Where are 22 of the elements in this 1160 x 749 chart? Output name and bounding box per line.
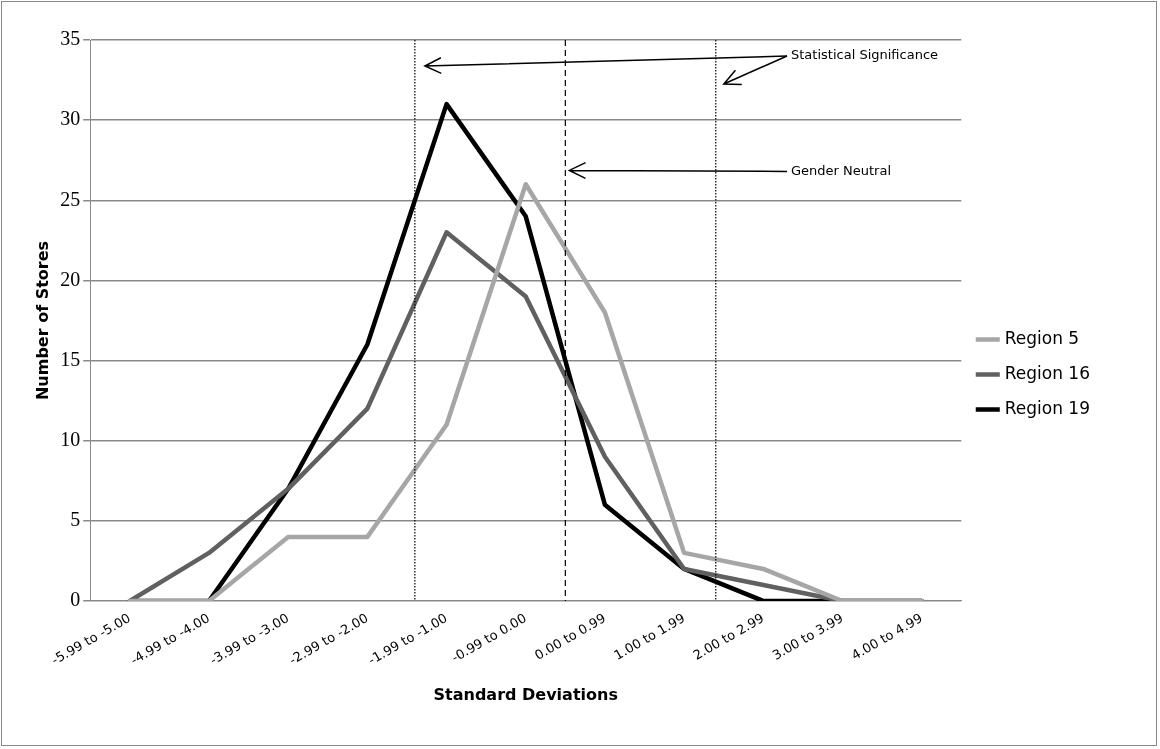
x-tick-label: -0.99 to 0.00 <box>448 610 529 666</box>
annotation: Gender Neutral <box>791 162 892 178</box>
legend-label: Region 5 <box>1004 327 1080 348</box>
x-tick-label: 1.00 to 1.99 <box>611 610 688 663</box>
y-tick-label: 10 <box>60 427 81 450</box>
legend-label: Region 16 <box>1004 362 1090 383</box>
annotation: Statistical Significance <box>791 47 939 63</box>
y-axis-title: Number of Stores <box>32 240 52 401</box>
y-tick-label: 30 <box>60 107 81 130</box>
x-tick-label: 3.00 to 3.99 <box>769 610 846 663</box>
x-tick-label: -5.99 to -5.00 <box>48 610 133 668</box>
y-tick-label: 20 <box>60 267 81 290</box>
x-axis-title: Standard Deviations <box>433 684 618 704</box>
y-tick-label: 0 <box>70 588 81 611</box>
y-tick-label: 35 <box>60 27 81 50</box>
y-tick-label: 5 <box>70 508 81 531</box>
legend-label: Region 19 <box>1004 397 1090 418</box>
x-tick-label: 0.00 to 0.99 <box>532 610 609 663</box>
x-tick-label: 4.00 to 4.99 <box>848 610 925 663</box>
x-tick-label: 2.00 to 2.99 <box>690 610 767 663</box>
y-tick-label: 25 <box>60 187 81 210</box>
y-tick-label: 15 <box>60 347 81 370</box>
